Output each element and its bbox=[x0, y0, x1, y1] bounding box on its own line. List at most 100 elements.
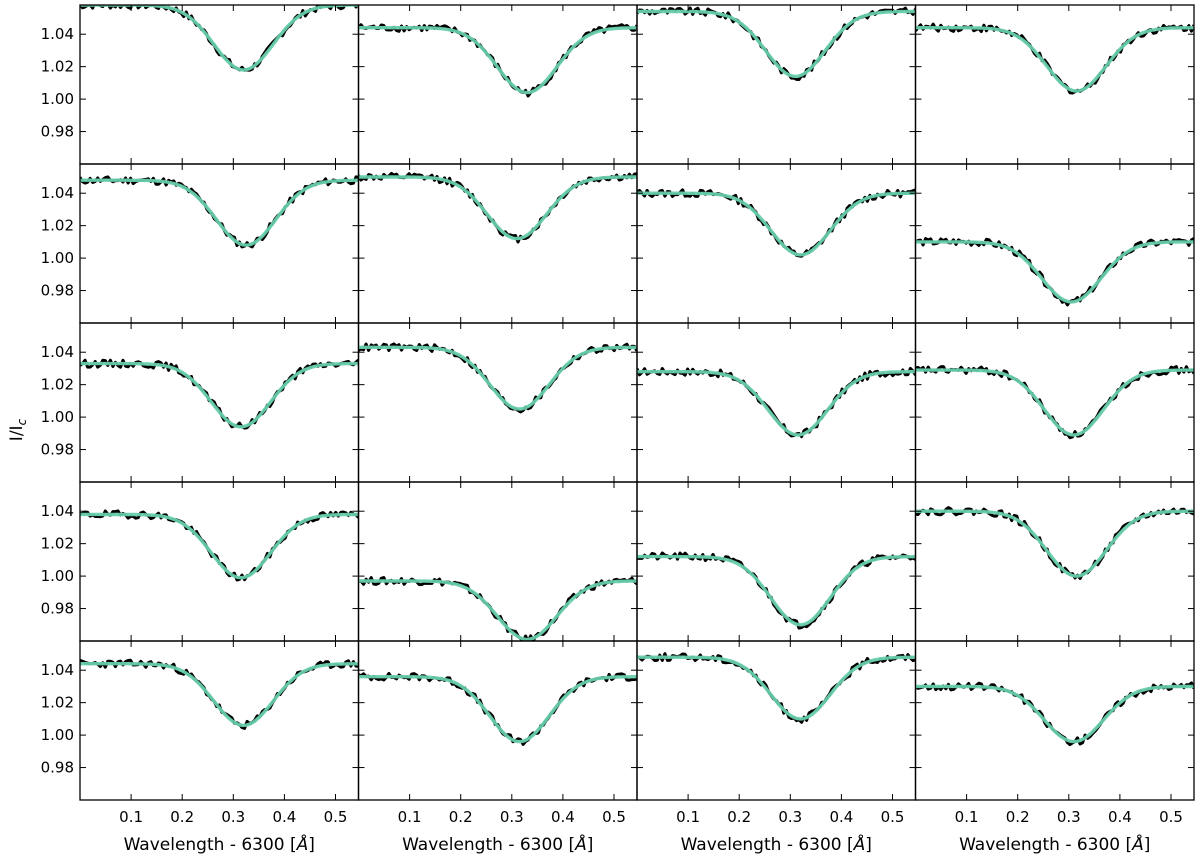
observed-profile bbox=[80, 358, 359, 430]
x-axis-label-unit: Å bbox=[574, 833, 587, 855]
x-axis-label-unit: Å bbox=[296, 833, 309, 855]
panel-frame bbox=[636, 163, 917, 324]
panel-r0-c1 bbox=[357, 4, 638, 165]
x-tick-label: 0.1 bbox=[398, 808, 422, 826]
panel-r1-c0: 0.98 1.00 1.02 1.04 bbox=[41, 163, 360, 324]
fit-profile bbox=[637, 191, 916, 257]
panel-frame bbox=[914, 322, 1195, 483]
fit-profile bbox=[80, 178, 359, 247]
panel-frame bbox=[79, 4, 360, 165]
observed-profile bbox=[358, 23, 637, 98]
x-tick-label: 0.4 bbox=[272, 808, 296, 826]
y-axis-label: I/Ic bbox=[7, 418, 29, 441]
y-tick-label: 0.98 bbox=[41, 759, 74, 777]
panel-r1-c1 bbox=[357, 163, 638, 324]
y-tick-label: 1.04 bbox=[41, 184, 74, 202]
panel-frame bbox=[79, 322, 360, 483]
observed-profile bbox=[80, 5, 359, 72]
fit-profile bbox=[915, 368, 1194, 437]
observed-profile bbox=[80, 658, 359, 730]
fit-profile bbox=[637, 655, 916, 721]
panel-r0-c2 bbox=[636, 4, 917, 165]
x-tick-label: 0.4 bbox=[1108, 808, 1132, 826]
x-axis-label-main: Wavelength - 6300 [ bbox=[402, 835, 575, 855]
fit-profile bbox=[80, 662, 359, 728]
y-tick-label: 1.00 bbox=[41, 408, 74, 426]
x-axis-label: Wavelength - 6300 [Å] bbox=[959, 833, 1150, 855]
observed-profile bbox=[358, 576, 637, 641]
observed-profile bbox=[358, 671, 637, 746]
panel-r2-c1 bbox=[357, 322, 638, 483]
y-tick-label: 1.02 bbox=[41, 376, 74, 394]
y-tick-label: 0.98 bbox=[41, 441, 74, 459]
panel-r3-c0: 0.98 1.00 1.02 1.04 bbox=[41, 481, 360, 642]
observed-profile bbox=[80, 509, 359, 582]
x-axis-label: Wavelength - 6300 [Å] bbox=[124, 833, 315, 855]
panel-r2-c2 bbox=[636, 322, 917, 483]
panel-r4-c3: 0.1 0.2 0.3 0.4 0.5 bbox=[914, 640, 1195, 826]
panel-frame bbox=[79, 163, 360, 324]
panel-frame bbox=[914, 640, 1195, 801]
fit-profile bbox=[637, 9, 916, 79]
x-tick-label: 0.2 bbox=[727, 808, 751, 826]
y-tick-label: 1.00 bbox=[41, 249, 74, 267]
x-axis-label-close: ] bbox=[865, 835, 872, 855]
x-tick-label: 0.3 bbox=[778, 808, 802, 826]
observed-profile bbox=[637, 366, 916, 439]
x-tick-label: 0.5 bbox=[324, 808, 348, 826]
x-axis-label-main: Wavelength - 6300 [ bbox=[681, 835, 854, 855]
fit-profile bbox=[80, 5, 359, 72]
panel-frame bbox=[357, 640, 638, 801]
observed-profile bbox=[637, 6, 916, 81]
x-axis-label-unit: Å bbox=[1131, 833, 1144, 855]
y-tick-label: 1.04 bbox=[41, 661, 74, 679]
fit-profile bbox=[80, 512, 359, 580]
y-tick-label: 1.00 bbox=[41, 726, 74, 744]
fit-profile bbox=[80, 361, 359, 429]
panel-frame bbox=[636, 4, 917, 165]
y-tick-label: 1.00 bbox=[41, 90, 74, 108]
x-axis-label-close: ] bbox=[308, 835, 315, 855]
fit-profile bbox=[358, 26, 637, 95]
panel-r4-c2: 0.1 0.2 0.3 0.4 0.5 bbox=[636, 640, 917, 826]
x-tick-label: 0.2 bbox=[449, 808, 473, 826]
y-axis-label-subscript: c bbox=[15, 418, 29, 425]
panel-r3-c2 bbox=[636, 481, 917, 642]
x-axis-label-unit: Å bbox=[853, 833, 866, 855]
x-tick-label: 0.3 bbox=[1057, 808, 1081, 826]
observed-profile bbox=[637, 652, 916, 724]
fit-profile bbox=[915, 26, 1194, 93]
y-tick-label: 1.02 bbox=[41, 535, 74, 553]
panel-r4-c1: 0.1 0.2 0.3 0.4 0.5 bbox=[357, 640, 638, 826]
y-tick-label: 0.98 bbox=[41, 600, 74, 618]
observed-profile bbox=[358, 342, 637, 414]
observed-profile bbox=[637, 188, 916, 258]
x-tick-label: 0.1 bbox=[676, 808, 700, 826]
x-tick-label: 0.3 bbox=[500, 808, 524, 826]
panel-r3-c1 bbox=[357, 481, 638, 642]
y-axis-label-main: I/I bbox=[7, 425, 27, 441]
panel-r0-c0: 0.98 1.00 1.02 1.04 bbox=[41, 4, 360, 165]
panel-r3-c3 bbox=[914, 481, 1195, 642]
y-tick-label: 1.02 bbox=[41, 217, 74, 235]
y-tick-label: 1.00 bbox=[41, 567, 74, 585]
fit-profile bbox=[915, 240, 1194, 304]
x-tick-label: 0.1 bbox=[119, 808, 143, 826]
x-tick-label: 0.4 bbox=[829, 808, 853, 826]
x-axis-label-close: ] bbox=[587, 835, 594, 855]
observed-profile bbox=[358, 171, 637, 244]
observed-profile bbox=[915, 22, 1194, 95]
fit-profile bbox=[915, 509, 1194, 578]
x-axis-labels: Wavelength - 6300 [Å] Wavelength - 6300 [… bbox=[124, 833, 1151, 855]
y-tick-label: 0.98 bbox=[41, 123, 74, 141]
x-tick-label: 0.5 bbox=[881, 808, 905, 826]
x-axis-label-main: Wavelength - 6300 [ bbox=[959, 835, 1132, 855]
x-axis-label-main: Wavelength - 6300 [ bbox=[124, 835, 297, 855]
panel-r1-c3 bbox=[914, 163, 1195, 324]
panels-layer: 0.98 1.00 1.02 1.04 0.98 1.00 1.02 1.04 0.98 1.00… bbox=[41, 4, 1195, 826]
fit-profile bbox=[358, 579, 637, 641]
y-tick-label: 1.04 bbox=[41, 25, 74, 43]
panel-r0-c3 bbox=[914, 4, 1195, 165]
observed-profile bbox=[915, 506, 1194, 580]
y-tick-label: 1.02 bbox=[41, 694, 74, 712]
